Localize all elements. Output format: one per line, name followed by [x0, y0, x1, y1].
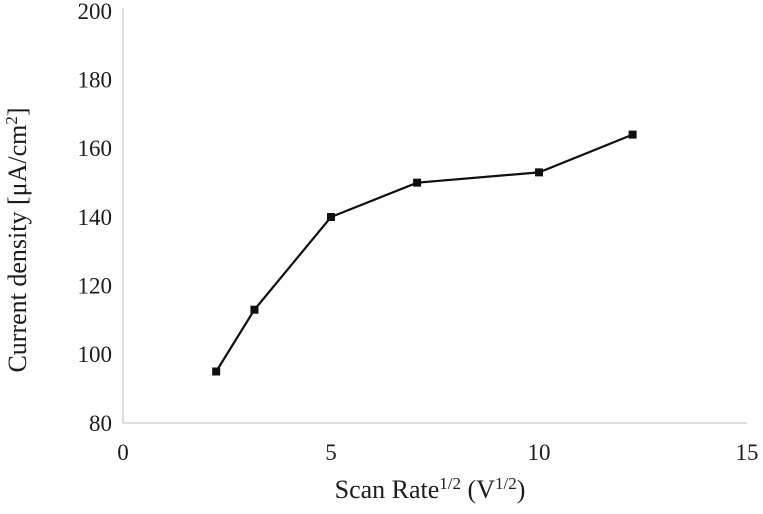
y-tick-label: 200 — [78, 0, 113, 24]
data-point-marker — [250, 305, 259, 314]
y-tick-label: 100 — [78, 342, 113, 367]
data-point-marker — [413, 178, 422, 187]
y-tick-label: 140 — [78, 205, 113, 230]
data-point-marker — [535, 168, 543, 177]
x-tick-label: 5 — [325, 440, 337, 465]
x-axis-title: Scan Rate1/2 (V1/2) — [335, 474, 526, 504]
x-tick-label: 0 — [117, 440, 129, 465]
data-point-marker — [628, 130, 637, 139]
data-series-line — [215, 133, 634, 373]
y-tick-label: 120 — [78, 273, 113, 298]
y-axis-title: Current density [μA/cm2] — [2, 107, 32, 372]
data-point-marker — [327, 213, 335, 221]
y-tick-label: 80 — [89, 411, 112, 436]
y-tick-label: 160 — [78, 136, 113, 161]
x-tick-label: 10 — [528, 440, 551, 465]
data-point-marker — [212, 367, 221, 376]
y-tick-label: 180 — [78, 67, 113, 92]
x-tick-label: 15 — [736, 440, 759, 465]
